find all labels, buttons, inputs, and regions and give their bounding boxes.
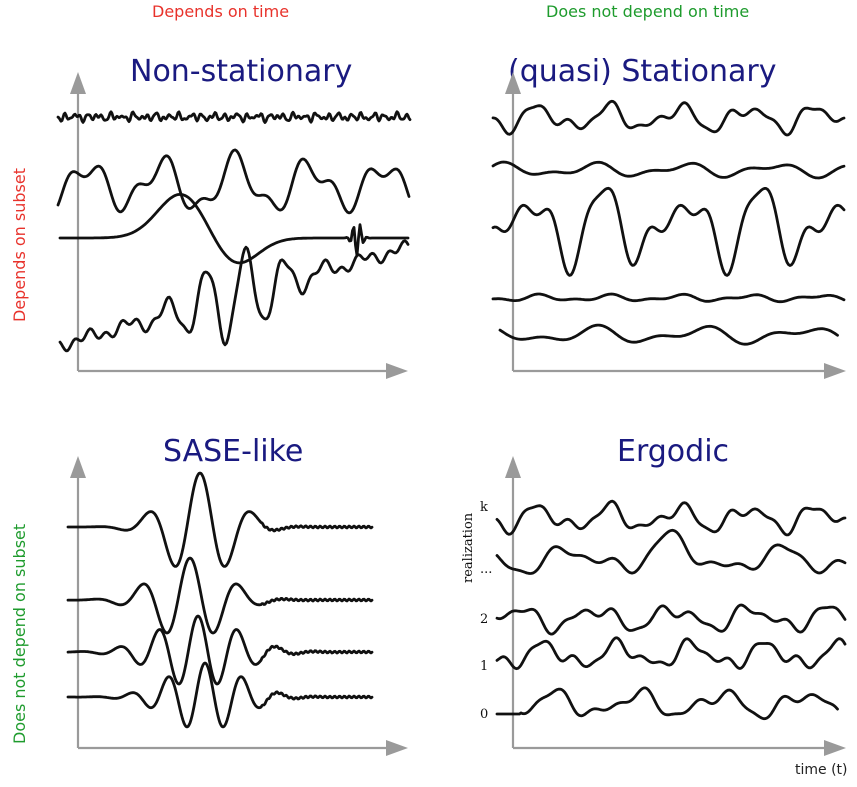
title-sase-like: SASE-like xyxy=(163,434,304,469)
stationary-wave-4 xyxy=(491,292,846,304)
sase-x-arrow xyxy=(386,740,408,756)
nonstationary-wave-2 xyxy=(56,148,411,215)
title-ergodic: Ergodic xyxy=(617,434,730,469)
ergodic-wave-1 xyxy=(495,636,847,671)
stationary-y-arrow xyxy=(505,72,521,94)
title-stationary: (quasi) Stationary xyxy=(508,54,777,89)
sase-y-arrow xyxy=(70,456,86,478)
ergodic-wave-0 xyxy=(495,686,839,721)
stationary-wave-5 xyxy=(498,323,839,346)
nonstationary-wave-4 xyxy=(58,239,410,353)
ergodic-x-arrow xyxy=(824,740,846,756)
stationary-wave-2 xyxy=(491,160,846,180)
nonstationary-y-arrow xyxy=(70,72,86,94)
ergodic-x-label: time (t) xyxy=(795,762,848,778)
header-depends-on-time: Depends on time xyxy=(152,2,290,21)
ergodic-wave-k xyxy=(495,499,847,537)
sase-wave-4 xyxy=(66,661,374,729)
ergodic-wave-ellipsis xyxy=(495,528,847,575)
stationary-wave-3 xyxy=(491,186,846,277)
ergodic-wave-2 xyxy=(495,603,847,636)
sase-wave-3 xyxy=(66,614,374,686)
ergodic-tick-k: k xyxy=(480,500,488,515)
waves-group xyxy=(56,99,847,729)
axes-group xyxy=(70,72,846,756)
ergodic-tick-2: 2 xyxy=(480,612,489,627)
sase-wave-1 xyxy=(66,471,374,568)
nonstationary-wave-3 xyxy=(58,193,410,265)
ergodic-y-arrow xyxy=(505,456,521,478)
nonstationary-wave-1 xyxy=(56,110,412,124)
ergodic-tick-1: 1 xyxy=(480,659,489,674)
ergodic-tick-ellipsis: ... xyxy=(480,562,493,577)
stationary-x-arrow xyxy=(824,363,846,379)
nonstationary-x-arrow xyxy=(386,363,408,379)
ergodic-tick-0: 0 xyxy=(480,707,489,722)
title-nonstationary: Non-stationary xyxy=(130,54,353,89)
sase-wave-2 xyxy=(66,556,374,635)
header-does-not-depend-on-time: Does not depend on time xyxy=(546,2,750,21)
stationary-wave-1 xyxy=(491,99,846,137)
